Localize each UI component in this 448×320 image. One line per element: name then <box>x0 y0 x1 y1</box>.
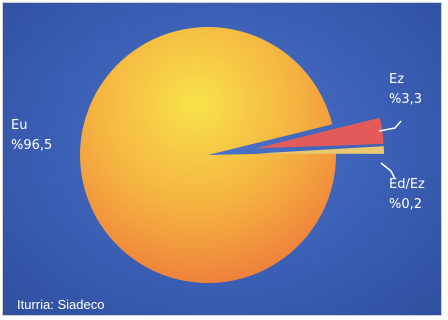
pie-chart: Eu %96,5 Ez %3,3 Ed/Ez %0,2 <box>11 27 425 284</box>
slice-percent-1: %96,5 <box>11 138 52 153</box>
slice-percent-2: %3,3 <box>389 92 422 107</box>
slice-name-1: Eu <box>11 118 27 133</box>
pie-slice-1 <box>80 27 336 284</box>
slice-percent-3: %0,2 <box>389 197 422 212</box>
slice-name-2: Ez <box>389 72 404 87</box>
leader-line-3 <box>380 162 396 180</box>
slice-name-3: Ed/Ez <box>389 177 425 192</box>
chart-frame: Eu %96,5 Ez %3,3 Ed/Ez %0,2 Iturria: Siadeco <box>2 2 442 316</box>
pie-slice-2 <box>255 117 384 149</box>
source-note: Iturria: Siadeco <box>17 297 105 312</box>
pie-slice-3 <box>255 146 384 154</box>
leader-line-2 <box>378 120 402 132</box>
